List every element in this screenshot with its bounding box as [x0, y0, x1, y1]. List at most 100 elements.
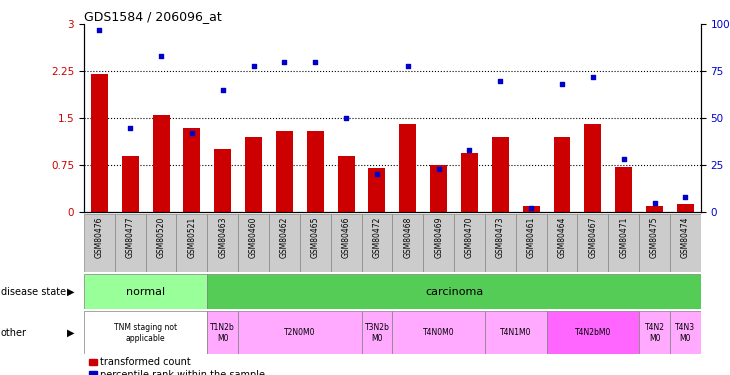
Bar — [577, 214, 608, 272]
Text: T1N2b
M0: T1N2b M0 — [210, 323, 235, 342]
Bar — [485, 311, 547, 354]
Bar — [361, 311, 393, 354]
Text: GSM80467: GSM80467 — [588, 217, 597, 258]
Point — [556, 81, 568, 87]
Point — [310, 59, 321, 65]
Text: normal: normal — [126, 286, 165, 297]
Bar — [677, 204, 694, 212]
Bar — [84, 311, 207, 354]
Text: GSM80468: GSM80468 — [403, 217, 412, 258]
Bar — [515, 214, 547, 272]
Text: GDS1584 / 206096_at: GDS1584 / 206096_at — [84, 10, 222, 23]
Point — [155, 53, 167, 59]
Bar — [215, 149, 231, 212]
Point — [93, 27, 105, 33]
Bar — [338, 156, 355, 212]
Point — [433, 166, 445, 172]
Bar — [122, 156, 139, 212]
Text: disease state: disease state — [1, 286, 66, 297]
Point — [587, 74, 599, 80]
Point — [402, 63, 414, 69]
Text: T2N0M0: T2N0M0 — [284, 328, 315, 338]
Bar — [670, 214, 701, 272]
Bar — [145, 214, 177, 272]
Bar — [331, 214, 361, 272]
Bar — [84, 214, 115, 272]
Bar — [492, 137, 509, 212]
Bar — [454, 214, 485, 272]
Text: GSM80476: GSM80476 — [95, 217, 104, 258]
Bar — [461, 153, 478, 212]
Text: GSM80474: GSM80474 — [681, 217, 690, 258]
Bar — [639, 311, 670, 354]
Bar — [615, 167, 632, 212]
Bar — [84, 274, 207, 309]
Bar — [547, 311, 639, 354]
Text: GSM80475: GSM80475 — [650, 217, 659, 258]
Point — [340, 115, 352, 121]
Text: T4N3
M0: T4N3 M0 — [675, 323, 696, 342]
Bar — [523, 206, 539, 212]
Bar — [177, 214, 207, 272]
Text: ▶: ▶ — [67, 286, 74, 297]
Bar — [183, 128, 200, 212]
Bar — [245, 137, 262, 212]
Bar — [547, 214, 577, 272]
Bar — [300, 214, 331, 272]
Bar — [361, 214, 393, 272]
Point — [279, 59, 291, 65]
Point — [371, 171, 383, 177]
Text: T3N2b
M0: T3N2b M0 — [364, 323, 389, 342]
Bar — [639, 214, 670, 272]
Legend: transformed count, percentile rank within the sample: transformed count, percentile rank withi… — [89, 357, 266, 375]
Bar — [269, 214, 300, 272]
Text: GSM80461: GSM80461 — [526, 217, 536, 258]
Point — [247, 63, 259, 69]
Text: GSM80521: GSM80521 — [188, 217, 196, 258]
Bar — [585, 124, 602, 212]
Text: GSM80473: GSM80473 — [496, 217, 505, 258]
Text: carcinoma: carcinoma — [425, 286, 483, 297]
Text: GSM80460: GSM80460 — [249, 217, 258, 258]
Text: GSM80471: GSM80471 — [619, 217, 629, 258]
Bar — [430, 165, 447, 212]
Text: ▶: ▶ — [67, 328, 74, 338]
Bar — [207, 311, 238, 354]
Text: GSM80464: GSM80464 — [558, 217, 566, 258]
Text: TNM staging not
applicable: TNM staging not applicable — [114, 323, 177, 342]
Point — [217, 87, 228, 93]
Bar — [553, 137, 570, 212]
Text: GSM80520: GSM80520 — [156, 217, 166, 258]
Text: GSM80469: GSM80469 — [434, 217, 443, 258]
Point — [124, 124, 136, 130]
Bar — [238, 311, 361, 354]
Bar — [670, 311, 701, 354]
Point — [464, 147, 475, 153]
Point — [526, 205, 537, 211]
Bar — [91, 74, 108, 212]
Bar — [115, 214, 145, 272]
Bar — [393, 311, 485, 354]
Bar — [238, 214, 269, 272]
Point — [680, 194, 691, 200]
Bar — [369, 168, 385, 212]
Text: GSM80463: GSM80463 — [218, 217, 227, 258]
Text: T4N0M0: T4N0M0 — [423, 328, 455, 338]
Text: T4N2bM0: T4N2bM0 — [575, 328, 611, 338]
Text: T4N1M0: T4N1M0 — [500, 328, 531, 338]
Text: GSM80465: GSM80465 — [311, 217, 320, 258]
Bar — [207, 274, 701, 309]
Bar — [276, 130, 293, 212]
Point — [649, 200, 661, 206]
Text: GSM80470: GSM80470 — [465, 217, 474, 258]
Bar — [207, 214, 238, 272]
Text: GSM80477: GSM80477 — [126, 217, 135, 258]
Bar — [393, 214, 423, 272]
Bar — [485, 214, 515, 272]
Bar — [399, 124, 416, 212]
Bar — [423, 214, 454, 272]
Point — [186, 130, 198, 136]
Text: GSM80462: GSM80462 — [280, 217, 289, 258]
Text: GSM80472: GSM80472 — [372, 217, 382, 258]
Text: other: other — [1, 328, 27, 338]
